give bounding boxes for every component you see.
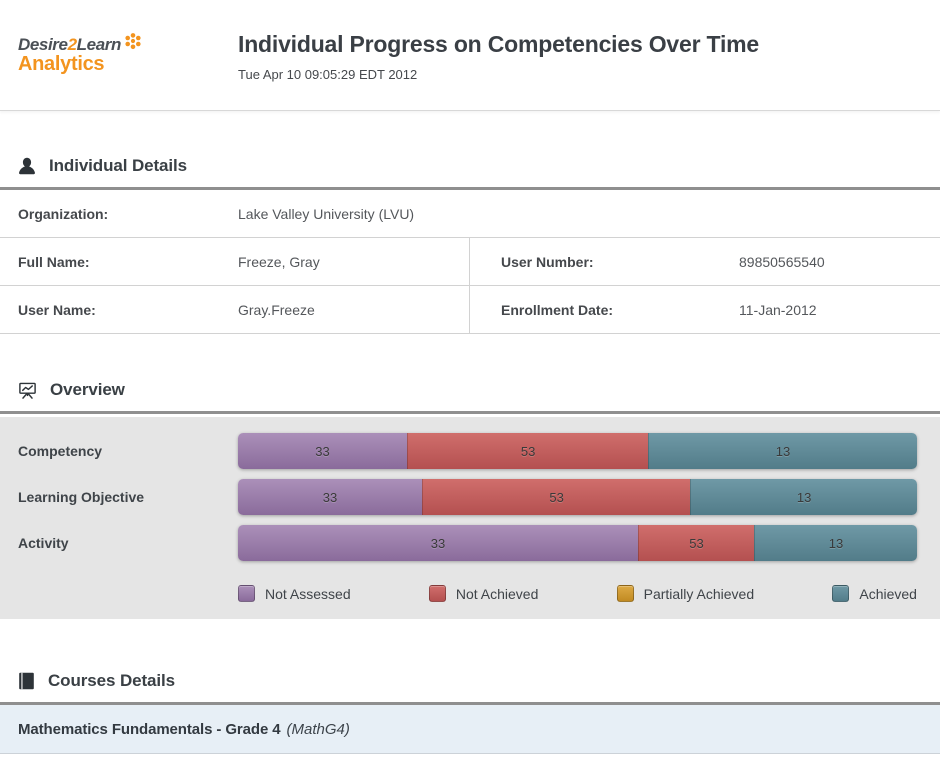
- overview-section: Overview Competency 33 53 13 Learning Object…: [0, 380, 940, 619]
- table-row: Full Name: Freeze, Gray User Number: 898…: [0, 238, 940, 286]
- legend-label: Not Assessed: [265, 585, 351, 602]
- bar-row-label: Learning Objective: [18, 489, 145, 505]
- courses-details-section: Courses Details Mathematics Fundamentals…: [0, 671, 940, 754]
- brand-part-learn: Learn: [76, 35, 122, 54]
- bar-segment-achieved: 13: [690, 479, 917, 515]
- enrollment-date-cell: Enrollment Date: 11-Jan-2012: [470, 286, 940, 333]
- report-header: Desire 2 Learn Analytics Individual Progre: [0, 0, 940, 111]
- course-code: (MathG4): [286, 720, 350, 738]
- legend-label: Achieved: [859, 585, 917, 602]
- bar-segment-achieved: 13: [754, 525, 917, 561]
- overview-bar-row-competency: Competency 33 53 13: [0, 433, 940, 469]
- full-name-cell: Full Name: Freeze, Gray: [0, 238, 470, 285]
- title-block: Individual Progress on Competencies Over…: [238, 31, 759, 82]
- report-timestamp: Tue Apr 10 09:05:29 EDT 2012: [238, 67, 418, 82]
- user-name-value: Gray.Freeze: [238, 301, 315, 318]
- individual-details-heading: Individual Details: [0, 156, 940, 190]
- legend-item-partially-achieved: Partially Achieved: [616, 585, 755, 602]
- bar-segment-not_achieved: 53: [637, 525, 755, 561]
- user-name-cell: User Name: Gray.Freeze: [0, 286, 470, 333]
- organization-value: Lake Valley University (LVU): [238, 205, 415, 222]
- user-number-value: 89850565540: [739, 253, 825, 270]
- section-title: Overview: [50, 380, 125, 399]
- overview-bar-row-activity: Activity 33 53 13: [0, 525, 940, 561]
- courses-details-heading: Courses Details: [0, 671, 940, 705]
- legend-swatch-not_assessed: [238, 585, 255, 602]
- legend-item-not-assessed: Not Assessed: [238, 585, 351, 602]
- brand-part-desire: Desire: [18, 35, 68, 54]
- organization-cell: Organization: Lake Valley University (LV…: [0, 190, 940, 237]
- page-title: Individual Progress on Competencies Over…: [238, 31, 760, 57]
- enrollment-date-label: Enrollment Date:: [501, 301, 614, 318]
- user-number-cell: User Number: 89850565540: [470, 238, 940, 285]
- stacked-bar: 33 53 13: [238, 433, 917, 469]
- legend-swatch-partially_achieved: [616, 585, 634, 602]
- enrollment-date-value: 11-Jan-2012: [739, 301, 817, 318]
- bar-segment-not_assessed: 33: [238, 479, 422, 515]
- brand-part-2: 2: [67, 35, 77, 54]
- bar-row-label: Competency: [18, 443, 103, 459]
- brand-logo: Desire 2 Learn Analytics: [0, 32, 238, 75]
- legend-label: Not Achieved: [455, 585, 539, 602]
- stacked-bar: 33 53 13: [238, 525, 917, 561]
- course-row: Mathematics Fundamentals - Grade 4 (Math…: [0, 705, 940, 754]
- bar-segment-not_achieved: 53: [422, 479, 691, 515]
- section-title: Individual Details: [49, 156, 188, 175]
- legend-label: Partially Achieved: [643, 585, 755, 602]
- brand-wordmark: Desire 2 Learn: [18, 32, 238, 54]
- legend-swatch-achieved: [832, 585, 850, 602]
- course-name: Mathematics Fundamentals - Grade 4: [18, 720, 281, 738]
- table-row: Organization: Lake Valley University (LV…: [0, 190, 940, 238]
- legend-swatch-not_achieved: [428, 585, 446, 602]
- overview-bar-row-learning-objective: Learning Objective 33 53 13: [0, 479, 940, 515]
- presentation-chart-icon: [19, 382, 36, 399]
- brand-subbrand: Analytics: [18, 53, 105, 75]
- user-name-label: User Name:: [18, 301, 96, 318]
- full-name-value: Freeze, Gray: [238, 253, 320, 270]
- bar-row-label: Activity: [18, 535, 69, 551]
- user-number-label: User Number:: [501, 253, 594, 270]
- bar-segment-achieved: 13: [648, 433, 917, 469]
- overview-panel: Competency 33 53 13 Learning Objective 33 53 13…: [0, 417, 940, 619]
- organization-label: Organization:: [18, 205, 109, 222]
- bar-segment-not_achieved: 53: [407, 433, 649, 469]
- book-icon: [19, 672, 34, 690]
- individual-details-table: Organization: Lake Valley University (LV…: [0, 190, 940, 334]
- flower-logo-icon: [125, 32, 141, 49]
- overview-heading: Overview: [0, 380, 940, 414]
- chart-legend: Not Assessed Not Achieved Partially Achiev…: [238, 585, 917, 602]
- stacked-bar: 33 53 13: [238, 479, 917, 515]
- full-name-label: Full Name:: [18, 253, 90, 270]
- section-title: Courses Details: [48, 671, 175, 690]
- person-icon: [19, 157, 35, 174]
- stacked-bar-chart: Competency 33 53 13 Learning Objective 33 53 13…: [0, 433, 940, 561]
- legend-item-achieved: Achieved: [832, 585, 917, 602]
- table-row: User Name: Gray.Freeze Enrollment Date: …: [0, 286, 940, 334]
- legend-item-not-achieved: Not Achieved: [428, 585, 539, 602]
- bar-segment-not_assessed: 33: [238, 433, 408, 469]
- bar-segment-not_assessed: 33: [238, 525, 638, 561]
- individual-details-section: Individual Details Organization: Lake Va…: [0, 156, 940, 334]
